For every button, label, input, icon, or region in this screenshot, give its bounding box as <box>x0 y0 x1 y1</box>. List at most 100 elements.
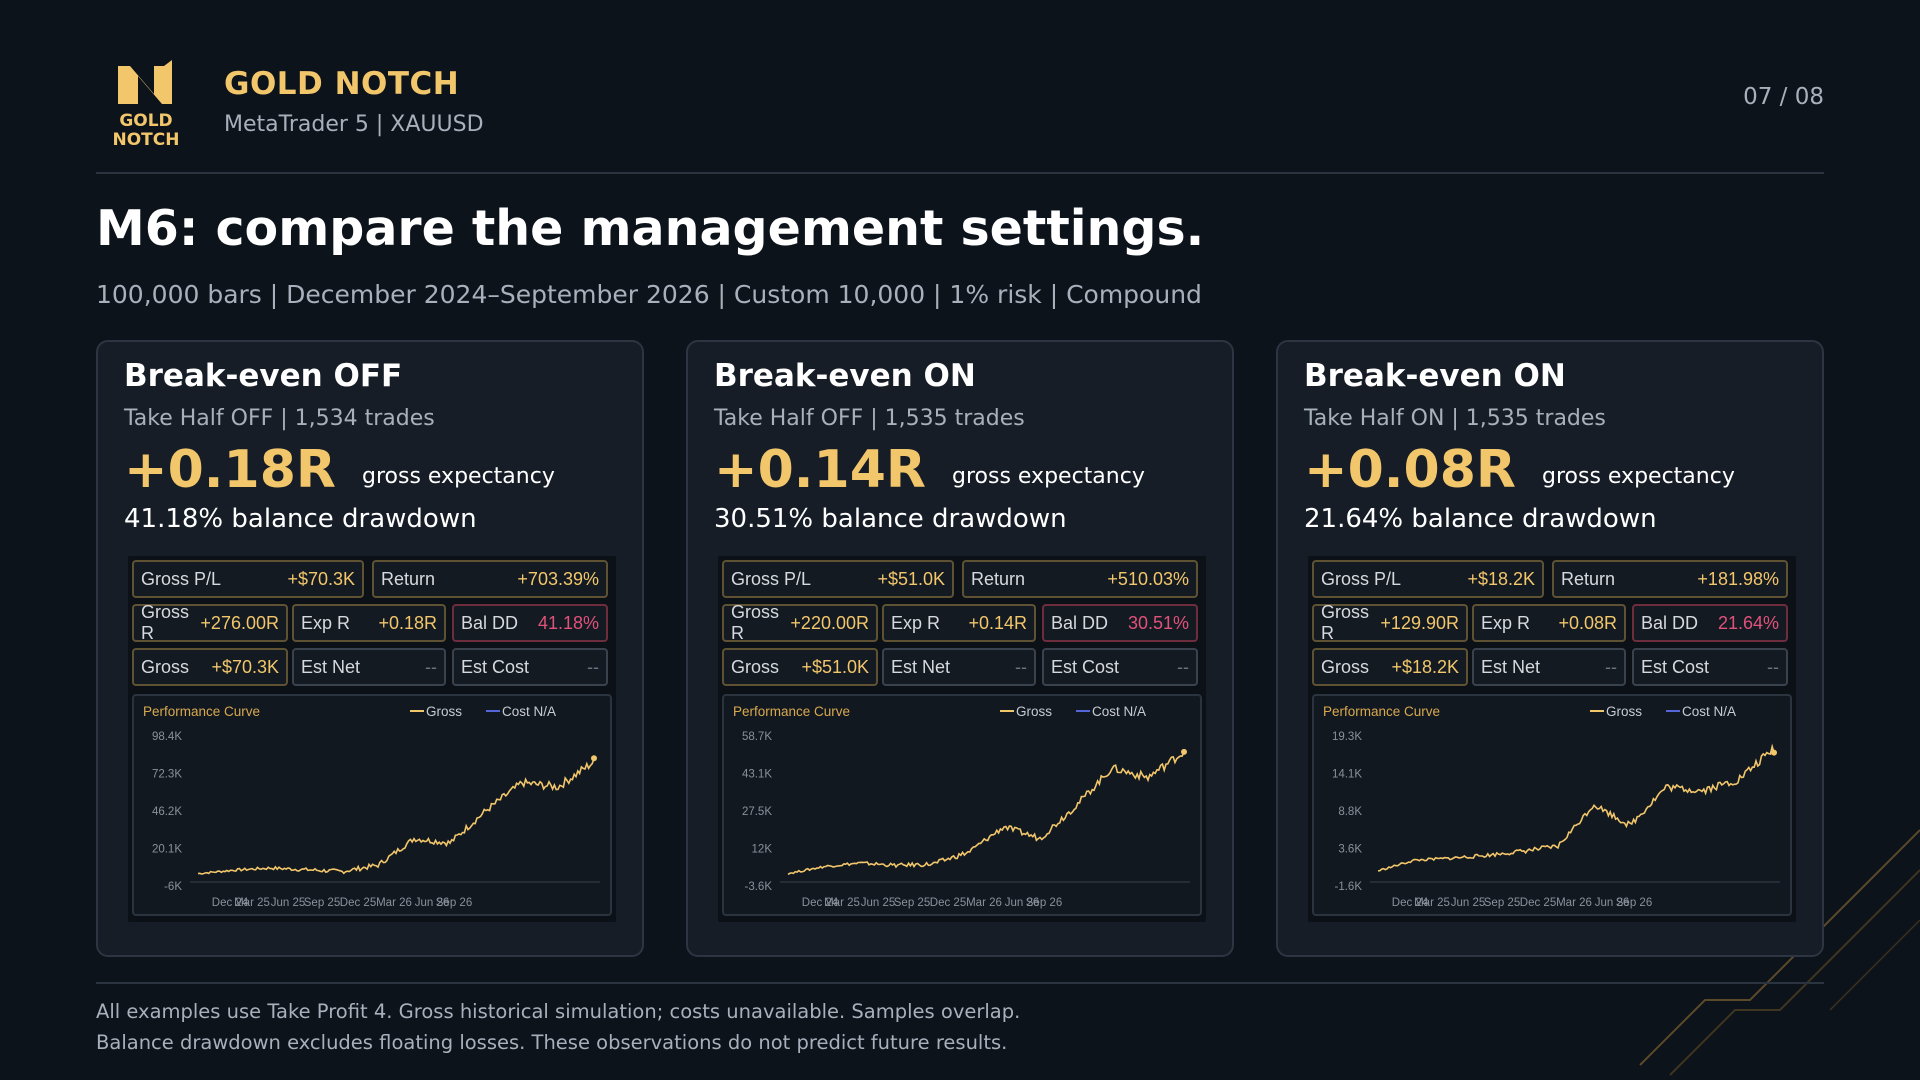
stat-est-cost: Est Cost -- <box>1632 648 1788 686</box>
x-tick-label: Dec 25 <box>1520 897 1556 909</box>
x-tick-label: Mar 25 <box>234 897 270 909</box>
drawdown-summary: 30.51% balance drawdown <box>714 504 1067 534</box>
stat-est-net: Est Net -- <box>292 648 446 686</box>
stat-value: +0.08R <box>1558 612 1617 633</box>
settings-card-be-on: Break-even ON Take Half OFF | 1,535 trad… <box>686 340 1234 957</box>
x-tick-label: Mar 26 <box>966 897 1002 909</box>
stat-label: Gross P/L <box>141 568 222 589</box>
settings-card-be-on-half: Break-even ON Take Half ON | 1,535 trade… <box>1276 340 1824 957</box>
x-tick-label: Dec 25 <box>340 897 376 909</box>
x-tick-label: Dec 24 <box>212 897 249 909</box>
stat-label: Exp R <box>1481 612 1531 633</box>
slide-title: M6: compare the management settings. <box>96 200 1205 257</box>
x-tick-label: Jun 25 <box>271 897 306 909</box>
gross-series-line <box>197 757 595 875</box>
stat-bal-dd: Bal DD 21.64% <box>1632 604 1788 642</box>
stat-value: +129.90R <box>1380 612 1459 633</box>
chart-title: Performance Curve <box>1323 704 1440 719</box>
y-tick-label: 98.4K <box>152 731 182 743</box>
x-tick-label: Mar 26 <box>1556 897 1592 909</box>
footer-divider <box>96 982 1824 984</box>
stat-label: Bal DD <box>461 612 519 633</box>
expectancy-label: gross expectancy <box>1542 464 1735 489</box>
stat-gross-r: Gross R +276.00R <box>132 602 288 643</box>
stat-label: Bal DD <box>1051 612 1109 633</box>
y-tick-label: -6K <box>164 881 182 893</box>
y-tick-label: 8.8K <box>1338 806 1362 818</box>
drawdown-summary: 41.18% balance drawdown <box>124 504 477 534</box>
stat-value: 30.51% <box>1127 612 1189 633</box>
legend-cost-label: Cost N/A <box>1092 704 1146 719</box>
drawdown-summary: 21.64% balance drawdown <box>1304 504 1657 534</box>
stat-value: +$70.3K <box>287 568 355 589</box>
stat-label: Est Net <box>1481 656 1541 677</box>
stat-exp-r: Exp R +0.14R <box>882 604 1036 642</box>
header: GOLD NOTCH GOLD NOTCH MetaTrader 5 | XAU… <box>96 56 1824 172</box>
stat-value: -- <box>1015 656 1027 677</box>
stat-label: Gross R <box>141 602 190 643</box>
stat-value: +$51.0K <box>877 568 945 589</box>
stat-label: Est Cost <box>1051 656 1120 677</box>
y-tick-label: 12K <box>752 844 773 856</box>
stat-value: -- <box>587 656 599 677</box>
stat-value: -- <box>425 656 437 677</box>
stat-label: Est Net <box>301 656 361 677</box>
x-tick-label: Jun 25 <box>861 897 896 909</box>
x-tick-label: Dec 24 <box>802 897 839 909</box>
performance-curve-chart: Performance Curve Gross Cost N/A 19.3K 14.1K… <box>1312 694 1792 916</box>
stat-label: Return <box>971 568 1026 589</box>
footer-note-2: Balance drawdown excludes floating losse… <box>96 1031 1008 1054</box>
y-tick-label: 20.1K <box>152 844 182 856</box>
card-subtitle: Take Half OFF | 1,535 trades <box>714 406 1025 431</box>
legend-gross-label: Gross <box>1606 704 1642 719</box>
stat-return: Return +181.98% <box>1552 560 1788 598</box>
gross-series-endpoint <box>591 755 597 762</box>
page-number: 07 / 08 <box>1743 84 1824 110</box>
stat-value: +$51.0K <box>801 656 869 677</box>
stat-gross-r: Gross R +220.00R <box>722 602 878 643</box>
stat-label: Exp R <box>891 612 941 633</box>
stat-value: +$18.2K <box>1391 656 1459 677</box>
stat-label: Return <box>1561 568 1616 589</box>
y-tick-label: 19.3K <box>1332 731 1362 743</box>
stat-value: +$18.2K <box>1467 568 1535 589</box>
stat-value: +510.03% <box>1107 568 1189 589</box>
y-tick-label: 46.2K <box>152 806 182 818</box>
x-tick-label: Jun 26 <box>1595 897 1630 909</box>
stat-label: Est Net <box>891 656 951 677</box>
stat-exp-r: Exp R +0.08R <box>1472 604 1626 642</box>
stat-label: Exp R <box>301 612 351 633</box>
stat-value: +0.18R <box>378 612 437 633</box>
stat-label: Est Cost <box>1641 656 1710 677</box>
y-tick-label: 43.1K <box>742 769 772 781</box>
chart-title: Performance Curve <box>733 704 850 719</box>
svg-text:NOTCH: NOTCH <box>113 130 180 148</box>
y-tick-label: 72.3K <box>152 769 182 781</box>
stat-value: +220.00R <box>790 612 869 633</box>
x-tick-label: Sep 25 <box>894 897 930 909</box>
expectancy-value: +0.14R <box>714 440 926 500</box>
x-tick-label: Sep 26 <box>1026 897 1062 909</box>
stat-label: Gross <box>141 656 190 677</box>
stat-value: -- <box>1605 656 1617 677</box>
stat-bal-dd: Bal DD 30.51% <box>1042 604 1198 642</box>
stat-gross-pl: Gross P/L +$51.0K <box>722 560 954 598</box>
stat-bal-dd: Bal DD 41.18% <box>452 604 608 642</box>
stat-est-net: Est Net -- <box>882 648 1036 686</box>
y-tick-label: 3.6K <box>1338 844 1362 856</box>
brand-name: GOLD NOTCH <box>224 66 460 102</box>
stat-value: 41.18% <box>537 612 599 633</box>
x-tick-label: Dec 24 <box>1392 897 1429 909</box>
x-tick-label: Mar 25 <box>824 897 860 909</box>
stat-value: -- <box>1767 656 1779 677</box>
stat-label: Return <box>381 568 436 589</box>
gross-series-line <box>787 751 1185 876</box>
brand-subtitle: MetaTrader 5 | XAUUSD <box>224 112 484 137</box>
x-tick-label: Sep 25 <box>304 897 340 909</box>
settings-card-be-off: Break-even OFF Take Half OFF | 1,534 tra… <box>96 340 644 957</box>
footer-note-1: All examples use Take Profit 4. Gross hi… <box>96 1000 1021 1023</box>
performance-curve-chart: Performance Curve Gross Cost N/A 98.4K 72.3K… <box>132 694 612 916</box>
expectancy-value: +0.18R <box>124 440 336 500</box>
legend-gross-label: Gross <box>1016 704 1052 719</box>
chart-svg: Performance Curve Gross Cost N/A 98.4K 72.3K… <box>143 704 600 909</box>
